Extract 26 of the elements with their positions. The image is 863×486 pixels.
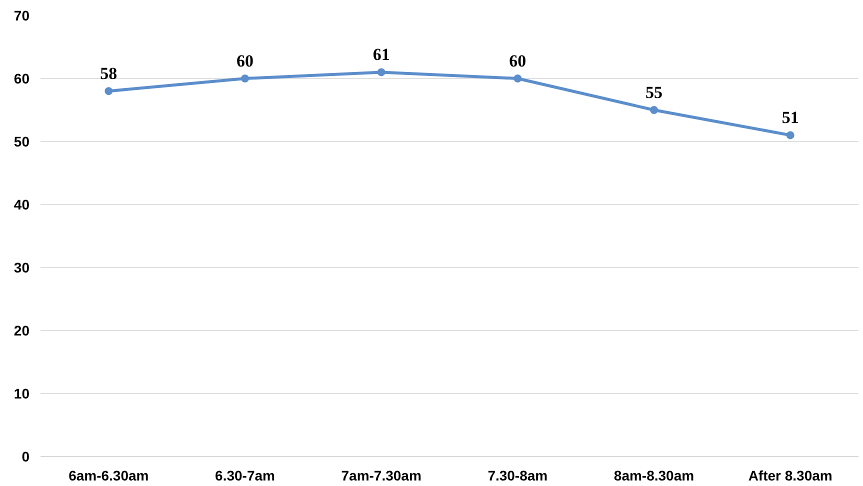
y-tick-label: 40 [14, 196, 30, 212]
point [786, 131, 794, 140]
y-tick-label: 20 [14, 322, 30, 338]
data-label: 61 [372, 45, 390, 64]
x-tick-label: 7.30-8am [488, 468, 548, 484]
point [514, 74, 522, 82]
y-tick-label: 30 [14, 260, 30, 276]
data-label: 55 [646, 83, 662, 102]
y-tick-label: 60 [14, 70, 30, 86]
x-tick-label: 6am-6.30am [68, 468, 149, 484]
point [104, 87, 113, 96]
x-tick-label: 6.30-7am [215, 468, 275, 484]
y-tick-label: 10 [14, 386, 30, 402]
point [377, 68, 386, 76]
y-tick-label: 0 [22, 448, 30, 464]
data-label: 60 [236, 52, 254, 70]
point [650, 106, 658, 114]
y-tick-label: 70 [14, 8, 30, 24]
y-tick-label: 50 [14, 134, 30, 150]
data-label: 51 [782, 108, 799, 128]
data-label: 60 [509, 52, 526, 70]
x-tick-label: 7am-7.30am [341, 468, 422, 484]
data-label: 58 [100, 64, 118, 84]
x-tick-label: 8am-8.30am [614, 468, 694, 484]
point [241, 74, 249, 82]
x-tick-label: After 8.30am [748, 468, 832, 484]
